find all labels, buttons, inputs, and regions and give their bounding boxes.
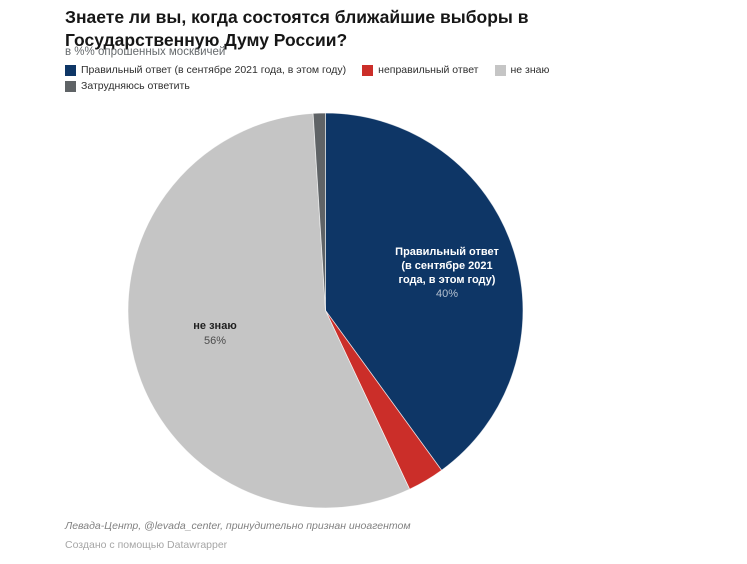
legend-swatch-wrong-answer — [362, 64, 374, 76]
legend-item-dont-know: не знаю — [494, 64, 550, 76]
legend-item-hard-to-answer: Затрудняюсь ответить — [65, 80, 190, 92]
legend-swatch-dont-know — [494, 64, 506, 76]
legend-label: не знаю — [510, 64, 550, 76]
legend-label: неправильный ответ — [378, 64, 479, 76]
legend: Правильный ответ (в сентябре 2021 года, … — [65, 64, 625, 92]
chart-title: Знаете ли вы, когда состоятся ближайшие … — [65, 7, 529, 51]
pie-slice-0 — [325, 112, 524, 471]
legend-item-correct-answer: Правильный ответ (в сентябре 2021 года, … — [65, 64, 346, 76]
chart-subtitle: в %% опрошенных москвичей — [65, 46, 226, 58]
legend-label: Затрудняюсь ответить — [81, 80, 190, 92]
source-note: Левада-Центр, @levada_center, принудител… — [65, 520, 411, 532]
legend-swatch-correct-answer — [65, 64, 76, 76]
legend-label: Правильный ответ (в сентябре 2021 года, … — [81, 64, 347, 76]
legend-swatch-hard-to-answer — [65, 80, 76, 92]
legend-item-wrong-answer: неправильный ответ — [362, 64, 479, 76]
pie-slice-2 — [127, 112, 411, 509]
pie-slice-3 — [312, 112, 326, 311]
datawrapper-attribution-link[interactable]: Создано с помощью Datawrapper — [65, 539, 228, 551]
